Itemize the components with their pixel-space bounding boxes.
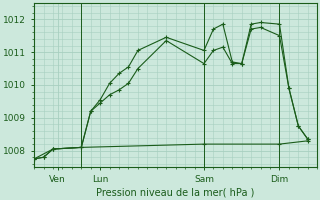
- X-axis label: Pression niveau de la mer( hPa ): Pression niveau de la mer( hPa ): [96, 187, 255, 197]
